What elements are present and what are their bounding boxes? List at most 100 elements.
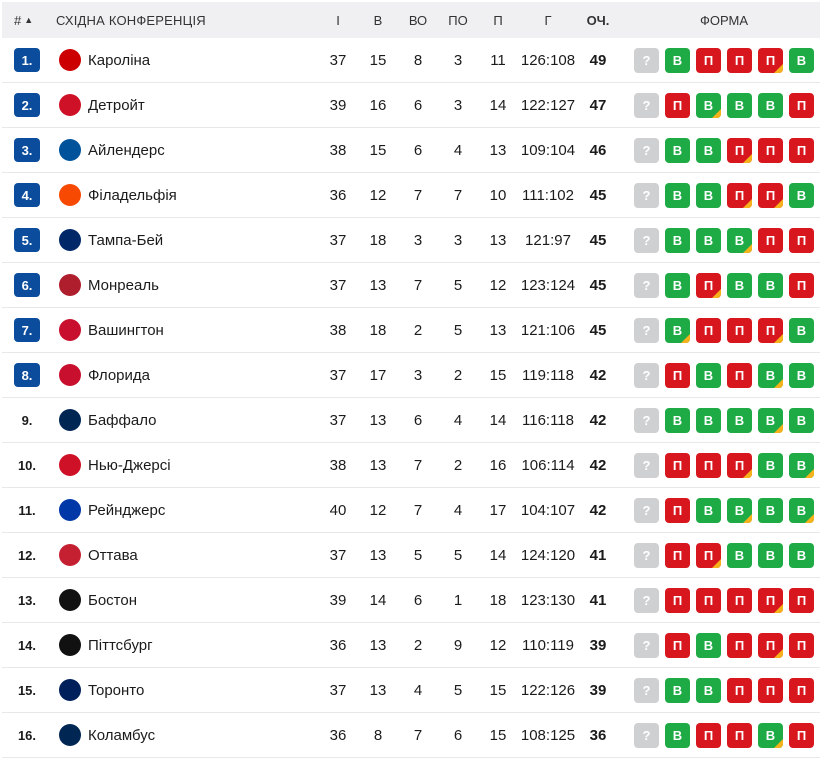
form-win-badge[interactable]: В [758,362,783,388]
form-loss-badge[interactable]: П [665,587,690,613]
form-win-badge[interactable]: В [789,362,814,388]
team-name-link[interactable]: Монреаль [88,276,159,294]
form-upcoming-badge[interactable]: ? [634,47,659,73]
team-name-link[interactable]: Нью-Джерсі [88,456,171,474]
table-row[interactable]: 11. Рейнджерс 40 12 7 4 17 104:107 42? П В В В В [2,488,820,533]
form-win-badge[interactable]: В [696,407,721,433]
form-loss-badge[interactable]: П [665,362,690,388]
table-row[interactable]: 7. Вашингтон 38 18 2 5 13 121:106 45? В П П П В [2,308,820,353]
form-loss-badge[interactable]: П [665,497,690,523]
team-name-link[interactable]: Детройт [88,96,145,114]
new-york-islanders-logo-icon[interactable] [59,139,81,161]
form-win-badge[interactable]: В [758,272,783,298]
form-loss-badge[interactable]: П [789,137,814,163]
form-win-badge[interactable]: В [758,542,783,568]
form-loss-badge[interactable]: П [789,632,814,658]
form-loss-badge[interactable]: П [789,227,814,253]
form-loss-badge[interactable]: П [758,137,783,163]
team-name-link[interactable]: Вашингтон [88,321,164,339]
tampa-bay-lightning-logo-icon[interactable] [59,229,81,251]
form-upcoming-badge[interactable]: ? [634,137,659,163]
team-name-link[interactable]: Піттсбург [88,636,153,654]
form-upcoming-badge[interactable]: ? [634,362,659,388]
table-row[interactable]: 2. Детройт 39 16 6 3 14 122:127 47? П В В В П [2,83,820,128]
florida-panthers-logo-icon[interactable] [59,364,81,386]
form-win-badge[interactable]: В [789,497,814,523]
form-loss-badge[interactable]: П [789,272,814,298]
form-loss-badge[interactable]: П [727,362,752,388]
form-upcoming-badge[interactable]: ? [634,677,659,703]
form-upcoming-badge[interactable]: ? [634,227,659,253]
form-loss-badge[interactable]: П [758,182,783,208]
form-loss-badge[interactable]: П [727,182,752,208]
form-loss-badge[interactable]: П [727,317,752,343]
form-win-badge[interactable]: В [665,317,690,343]
table-row[interactable]: 14. Піттсбург 36 13 2 9 12 110:119 39? П В П П П [2,623,820,668]
form-loss-badge[interactable]: П [727,587,752,613]
form-win-badge[interactable]: В [696,92,721,118]
table-row[interactable]: 5. Тампа-Бей 37 18 3 3 13 121:97 45? В В В П П [2,218,820,263]
table-row[interactable]: 12. Оттава 37 13 5 5 14 124:120 41? П П В В В [2,533,820,578]
form-loss-badge[interactable]: П [696,542,721,568]
new-york-rangers-logo-icon[interactable] [59,499,81,521]
form-loss-badge[interactable]: П [696,47,721,73]
team-name-link[interactable]: Оттава [88,546,138,564]
team-name-link[interactable]: Тампа-Бей [88,231,164,249]
table-row[interactable]: 1. Кароліна 37 15 8 3 11 126:108 49? В П П П В [2,38,820,83]
table-row[interactable]: 6. Монреаль 37 13 7 5 12 123:124 45? В П В В П [2,263,820,308]
form-win-badge[interactable]: В [665,677,690,703]
form-win-badge[interactable]: В [696,632,721,658]
table-row[interactable]: 10. Нью-Джерсі 38 13 7 2 16 106:114 42? П П П В В [2,443,820,488]
form-win-badge[interactable]: В [665,137,690,163]
losses-header[interactable]: П [493,12,503,28]
form-loss-badge[interactable]: П [665,632,690,658]
table-row[interactable]: 4. Філадельфія 36 12 7 7 10 111:102 45? В В П П В [2,173,820,218]
form-upcoming-badge[interactable]: ? [634,92,659,118]
form-win-badge[interactable]: В [696,227,721,253]
form-win-badge[interactable]: В [758,407,783,433]
carolina-hurricanes-logo-icon[interactable] [59,49,81,71]
form-loss-badge[interactable]: П [727,452,752,478]
form-loss-badge[interactable]: П [696,587,721,613]
games-played-header[interactable]: І [336,12,340,28]
form-upcoming-badge[interactable]: ? [634,587,659,613]
form-loss-badge[interactable]: П [727,47,752,73]
columbus-blue-jackets-logo-icon[interactable] [59,724,81,746]
form-loss-badge[interactable]: П [758,677,783,703]
form-upcoming-badge[interactable]: ? [634,722,659,748]
form-win-badge[interactable]: В [696,677,721,703]
team-name-link[interactable]: Баффало [88,411,157,429]
form-win-badge[interactable]: В [789,407,814,433]
table-row[interactable]: 13. Бостон 39 14 6 1 18 123:130 41? П П П П П [2,578,820,623]
form-win-badge[interactable]: В [727,407,752,433]
form-upcoming-badge[interactable]: ? [634,272,659,298]
form-loss-badge[interactable]: П [727,632,752,658]
form-loss-badge[interactable]: П [789,677,814,703]
ottawa-senators-logo-icon[interactable] [59,544,81,566]
form-win-badge[interactable]: В [696,137,721,163]
buffalo-sabres-logo-icon[interactable] [59,409,81,431]
form-win-badge[interactable]: В [665,407,690,433]
form-loss-badge[interactable]: П [789,92,814,118]
form-win-badge[interactable]: В [789,452,814,478]
form-win-badge[interactable]: В [758,722,783,748]
form-loss-badge[interactable]: П [789,722,814,748]
form-upcoming-badge[interactable]: ? [634,407,659,433]
form-loss-badge[interactable]: П [758,317,783,343]
table-row[interactable]: 9. Баффало 37 13 6 4 14 116:118 42? В В В В В [2,398,820,443]
toronto-maple-leafs-logo-icon[interactable] [59,679,81,701]
form-upcoming-badge[interactable]: ? [634,542,659,568]
form-loss-badge[interactable]: П [758,587,783,613]
boston-bruins-logo-icon[interactable] [59,589,81,611]
form-loss-badge[interactable]: П [727,137,752,163]
form-loss-badge[interactable]: П [696,722,721,748]
form-loss-badge[interactable]: П [696,317,721,343]
form-upcoming-badge[interactable]: ? [634,632,659,658]
team-name-link[interactable]: Коламбус [88,726,156,744]
table-row[interactable]: 16. Коламбус 36 8 7 6 15 108:125 36? В П П В П [2,713,820,758]
pittsburgh-penguins-logo-icon[interactable] [59,634,81,656]
form-win-badge[interactable]: В [758,497,783,523]
montreal-canadiens-logo-icon[interactable] [59,274,81,296]
team-name-link[interactable]: Філадельфія [88,186,177,204]
form-win-badge[interactable]: В [789,542,814,568]
